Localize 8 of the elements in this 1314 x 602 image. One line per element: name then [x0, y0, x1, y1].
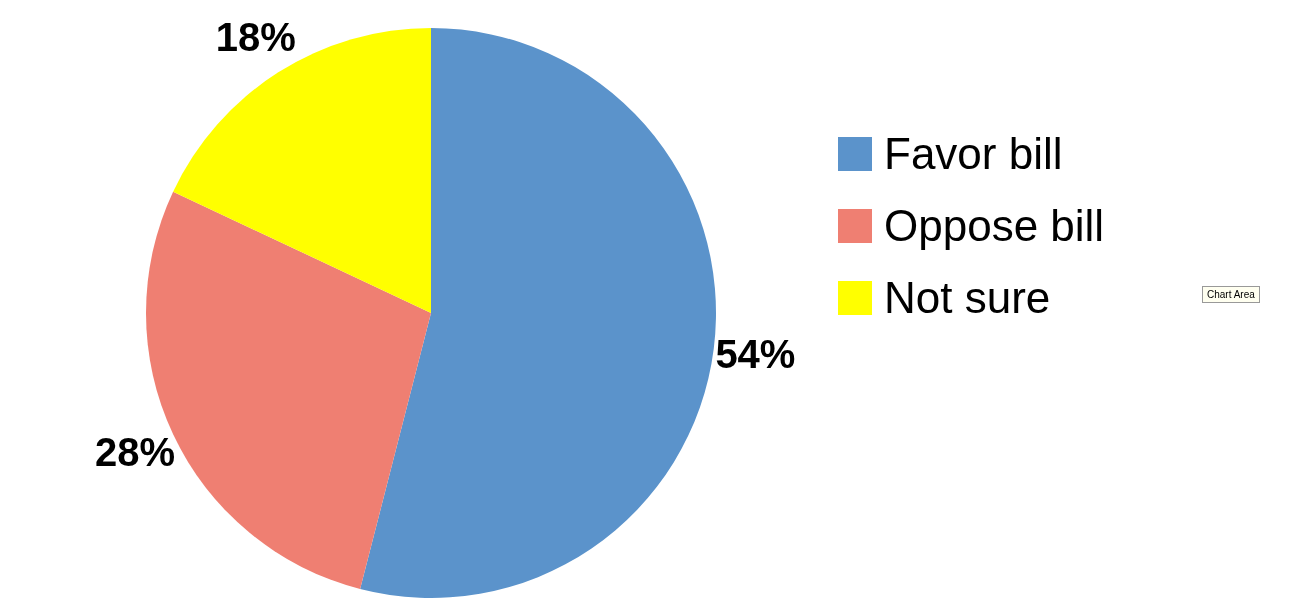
data-label: 28% [95, 430, 176, 475]
text: Chart Area [1202, 286, 1260, 303]
data-label: 54% [715, 331, 796, 376]
pie-slice [360, 28, 716, 598]
data-label: 18% [215, 14, 296, 59]
legend-label: Not sure [884, 273, 1051, 323]
legend-label: Favor bill [884, 129, 1063, 179]
legend-label: Oppose bill [884, 201, 1105, 251]
